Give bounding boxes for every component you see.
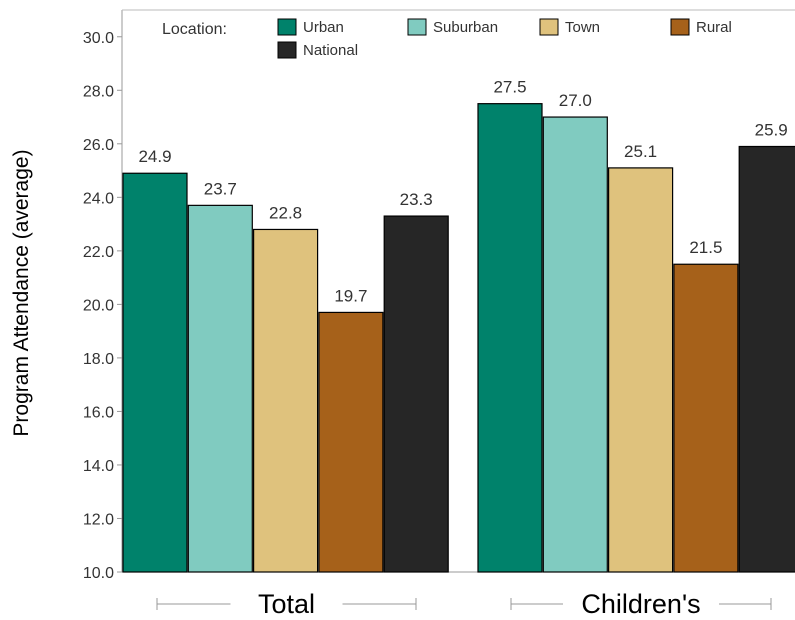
bar bbox=[187, 204, 253, 573]
bar-labels: 24.9 23.7 22.8 19.7 23.3 27.5 27.0 25.1 21.5 25.9 bbox=[138, 78, 787, 306]
bar-value-label: 22.8 bbox=[269, 203, 302, 222]
legend-swatch bbox=[277, 41, 297, 59]
bar bbox=[607, 167, 674, 573]
bar bbox=[738, 145, 795, 573]
y-axis-label: Program Attendance (average) bbox=[10, 149, 33, 436]
legend-label: Rural bbox=[696, 19, 732, 36]
legend-label: Town bbox=[565, 19, 600, 36]
legend: Location: Urban Suburban Town Rural National bbox=[162, 18, 732, 59]
bar bbox=[122, 172, 188, 573]
legend-swatch bbox=[407, 18, 427, 36]
y-tick-label: 10.0 bbox=[83, 565, 114, 582]
bar-value-label: 24.9 bbox=[138, 147, 171, 166]
y-tick-label: 28.0 bbox=[83, 83, 114, 100]
legend-swatch bbox=[277, 18, 297, 36]
y-tick-label: 26.0 bbox=[83, 137, 114, 154]
x-group-label: Children's bbox=[581, 589, 700, 619]
y-tick-label: 22.0 bbox=[83, 244, 114, 261]
y-tick-label: 30.0 bbox=[83, 30, 114, 47]
bar-value-label: 21.5 bbox=[689, 238, 722, 257]
bar-value-label: 27.0 bbox=[559, 91, 592, 110]
legend-swatch bbox=[539, 18, 559, 36]
y-tick-label: 24.0 bbox=[83, 190, 114, 207]
legend-label: National bbox=[303, 42, 358, 59]
bar bbox=[673, 263, 739, 573]
bar-value-label: 19.7 bbox=[334, 286, 367, 305]
y-tick-label: 18.0 bbox=[83, 351, 114, 368]
legend-title: Location: bbox=[162, 21, 227, 38]
bar bbox=[542, 116, 608, 573]
bar-value-label: 27.5 bbox=[493, 78, 526, 97]
bar-value-label: 23.7 bbox=[204, 179, 237, 198]
y-tick-label: 14.0 bbox=[83, 458, 114, 475]
bar-value-label: 25.1 bbox=[624, 142, 657, 161]
bar bbox=[318, 311, 384, 573]
y-tick-label: 12.0 bbox=[83, 511, 114, 528]
bars bbox=[122, 103, 795, 573]
legend-label: Urban bbox=[303, 19, 344, 36]
x-group-label: Total bbox=[258, 589, 315, 619]
bar bbox=[253, 228, 319, 573]
bar-value-label: 23.3 bbox=[400, 190, 433, 209]
legend-swatch bbox=[670, 18, 690, 36]
bar bbox=[383, 215, 449, 573]
y-tick-label: 16.0 bbox=[83, 404, 114, 421]
legend-label: Suburban bbox=[433, 19, 498, 36]
bar-value-label: 25.9 bbox=[755, 120, 788, 139]
y-tick-label: 20.0 bbox=[83, 297, 114, 314]
bar bbox=[477, 103, 543, 573]
x-axis-groups: Total Children's bbox=[156, 589, 772, 619]
